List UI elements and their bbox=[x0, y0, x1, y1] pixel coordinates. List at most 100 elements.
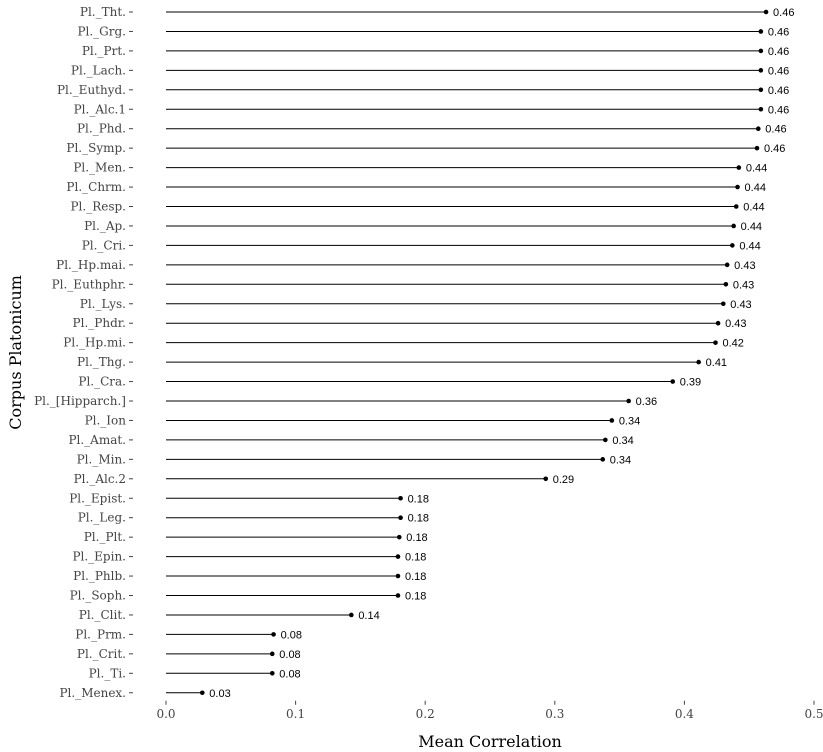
data-point bbox=[758, 68, 764, 73]
data-point bbox=[600, 457, 606, 462]
category-label: Pl._Euthyd. bbox=[57, 83, 126, 97]
data-point bbox=[269, 651, 275, 657]
category-label: Pl._Cri. bbox=[82, 238, 126, 252]
value-label: 0.34 bbox=[612, 435, 633, 447]
value-label: 0.46 bbox=[768, 26, 789, 38]
data-point bbox=[543, 476, 549, 482]
x-tick-label: 0.4 bbox=[675, 707, 694, 721]
category-label: Pl._Hp.mi. bbox=[63, 336, 126, 350]
category-label: Pl._Ap. bbox=[84, 219, 126, 233]
value-label: 0.14 bbox=[358, 610, 379, 622]
category-label: Pl._Amat. bbox=[68, 433, 126, 447]
value-label: 0.43 bbox=[733, 279, 754, 291]
value-label: 0.08 bbox=[279, 668, 300, 680]
category-label: Pl._Grg. bbox=[77, 24, 126, 38]
value-label: 0.34 bbox=[610, 454, 631, 466]
category-label: Pl._Min. bbox=[77, 452, 126, 466]
data-point bbox=[398, 495, 403, 501]
value-label: 0.43 bbox=[734, 260, 755, 272]
data-point bbox=[199, 690, 205, 696]
category-label: Pl._Phdr. bbox=[73, 316, 126, 330]
value-label: 0.46 bbox=[768, 85, 789, 97]
category-label: Pl._Epist. bbox=[69, 491, 126, 505]
x-axis: 0.0 0.1 0.2 0.3 0.4 0.5 bbox=[156, 700, 823, 721]
category-label: Pl._Alc.2 bbox=[74, 472, 126, 486]
data-point bbox=[395, 593, 401, 598]
category-label: Pl._[Hipparch.] bbox=[34, 394, 126, 408]
value-label: 0.43 bbox=[725, 318, 746, 330]
category-label: Pl._Symp. bbox=[66, 141, 126, 155]
value-label: 0.08 bbox=[281, 629, 302, 641]
value-label: 0.39 bbox=[680, 377, 701, 389]
value-label: 0.46 bbox=[768, 104, 789, 116]
data-point bbox=[715, 320, 721, 326]
value-label: 0.18 bbox=[408, 493, 429, 505]
x-tick-label: 0.0 bbox=[156, 707, 175, 721]
data-point bbox=[398, 515, 403, 520]
data-point bbox=[269, 671, 275, 676]
category-label: Pl._Phlb. bbox=[73, 569, 126, 583]
data-point bbox=[724, 262, 730, 268]
category-label: Pl._Prm. bbox=[75, 627, 126, 641]
category-label: Pl._Lys. bbox=[80, 297, 126, 311]
x-tick-label: 0.1 bbox=[286, 707, 305, 721]
data-point bbox=[396, 534, 402, 540]
data-point bbox=[735, 184, 740, 190]
category-label: Pl._Menex. bbox=[59, 686, 126, 700]
data-point bbox=[758, 48, 764, 54]
data-point bbox=[733, 204, 739, 209]
data-point bbox=[609, 418, 615, 423]
value-label: 0.46 bbox=[765, 124, 786, 136]
category-label: Pl._Tht. bbox=[80, 5, 126, 19]
x-tick-label: 0.5 bbox=[804, 707, 823, 721]
value-label: 0.46 bbox=[768, 46, 789, 58]
data-point bbox=[395, 573, 401, 579]
x-tick-label: 0.2 bbox=[416, 707, 435, 721]
value-label: 0.18 bbox=[405, 552, 426, 564]
category-label: Pl._Ion bbox=[85, 413, 127, 427]
value-label: 0.43 bbox=[730, 299, 751, 311]
data-point bbox=[730, 243, 735, 248]
category-label: Pl._Leg. bbox=[78, 511, 126, 525]
data-point bbox=[349, 612, 354, 618]
data-point bbox=[271, 632, 276, 637]
x-axis-title: Mean Correlation bbox=[418, 732, 562, 751]
value-label: 0.18 bbox=[408, 513, 429, 525]
value-label: 0.42 bbox=[723, 338, 744, 350]
data-point bbox=[731, 223, 736, 229]
value-label: 0.18 bbox=[405, 571, 426, 583]
data-point bbox=[713, 340, 718, 345]
data-point bbox=[626, 398, 631, 404]
value-label: 0.44 bbox=[743, 202, 764, 214]
category-label: Pl._Soph. bbox=[70, 589, 126, 603]
data-point bbox=[603, 437, 608, 443]
category-label: Pl._Epin. bbox=[72, 550, 126, 564]
value-label: 0.44 bbox=[745, 182, 766, 194]
x-tick-label: 0.3 bbox=[545, 707, 564, 721]
value-label: 0.03 bbox=[209, 688, 230, 700]
data-point bbox=[720, 301, 726, 307]
category-label: Pl._Crit. bbox=[77, 647, 126, 661]
category-label: Pl._Lach. bbox=[71, 63, 126, 77]
data-point bbox=[754, 145, 760, 151]
category-label: Pl._Thg. bbox=[77, 355, 126, 369]
data-point bbox=[763, 9, 769, 15]
category-label: Pl._Plt. bbox=[84, 530, 126, 544]
data-point bbox=[670, 379, 676, 384]
value-label: 0.34 bbox=[619, 415, 640, 427]
category-label: Pl._Men. bbox=[73, 161, 126, 175]
category-label: Pl._Phd. bbox=[77, 122, 126, 136]
value-label: 0.44 bbox=[741, 221, 762, 233]
value-label: 0.44 bbox=[746, 163, 767, 175]
value-label: 0.44 bbox=[739, 240, 760, 252]
data-point bbox=[696, 359, 701, 365]
value-label: 0.08 bbox=[279, 649, 300, 661]
value-label: 0.46 bbox=[773, 7, 794, 19]
y-axis-title: Corpus Platonicum bbox=[6, 275, 25, 430]
data-point bbox=[723, 282, 729, 287]
value-label: 0.36 bbox=[636, 396, 657, 408]
category-label: Pl._Euthphr. bbox=[52, 277, 126, 291]
category-label: Pl._Cra. bbox=[78, 375, 126, 389]
plot-area: 0.46 0.46 0.46 0.46 0.46 0.46 0.46 0.46 0.44 0.44… bbox=[166, 7, 794, 700]
category-label: Pl._Alc.1 bbox=[74, 102, 126, 116]
